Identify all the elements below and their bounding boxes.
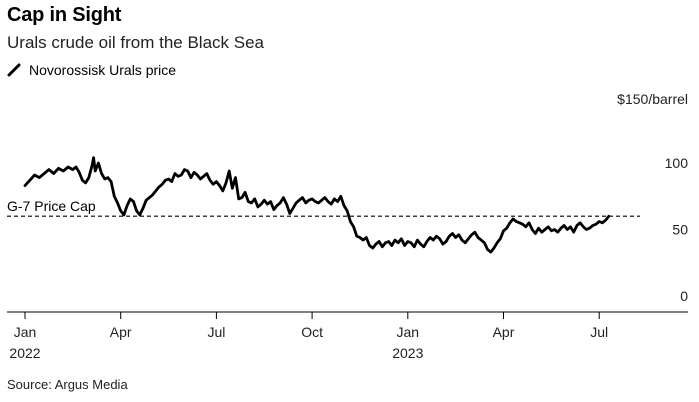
x-tick-label: Oct [301, 324, 323, 340]
x-tick-label: Jan [397, 324, 420, 340]
chart-subtitle: Urals crude oil from the Black Sea [7, 33, 264, 52]
price-series-line [23, 156, 611, 254]
x-tick-label: Jul [590, 324, 608, 340]
line-swatch-icon [7, 63, 21, 77]
legend: Novorossisk Urals price [7, 62, 176, 78]
x-tick-year-label: 2023 [392, 345, 423, 361]
y-tick-label: 0 [680, 288, 688, 304]
y-tick-label: 50 [672, 222, 688, 238]
price-cap-label: G-7 Price Cap [7, 198, 96, 214]
y-tick-label: 100 [665, 155, 689, 171]
x-tick-label: Jan [14, 324, 37, 340]
x-tick-label: Apr [493, 324, 515, 340]
x-tick-year-label: 2022 [9, 345, 40, 361]
chart-title: Cap in Sight [7, 4, 122, 26]
x-tick-label: Jul [207, 324, 225, 340]
x-tick-label: Apr [110, 324, 132, 340]
y-unit-label: $150/barrel [617, 91, 688, 107]
source-note: Source: Argus Media [7, 377, 128, 392]
legend-label: Novorossisk Urals price [29, 62, 177, 78]
